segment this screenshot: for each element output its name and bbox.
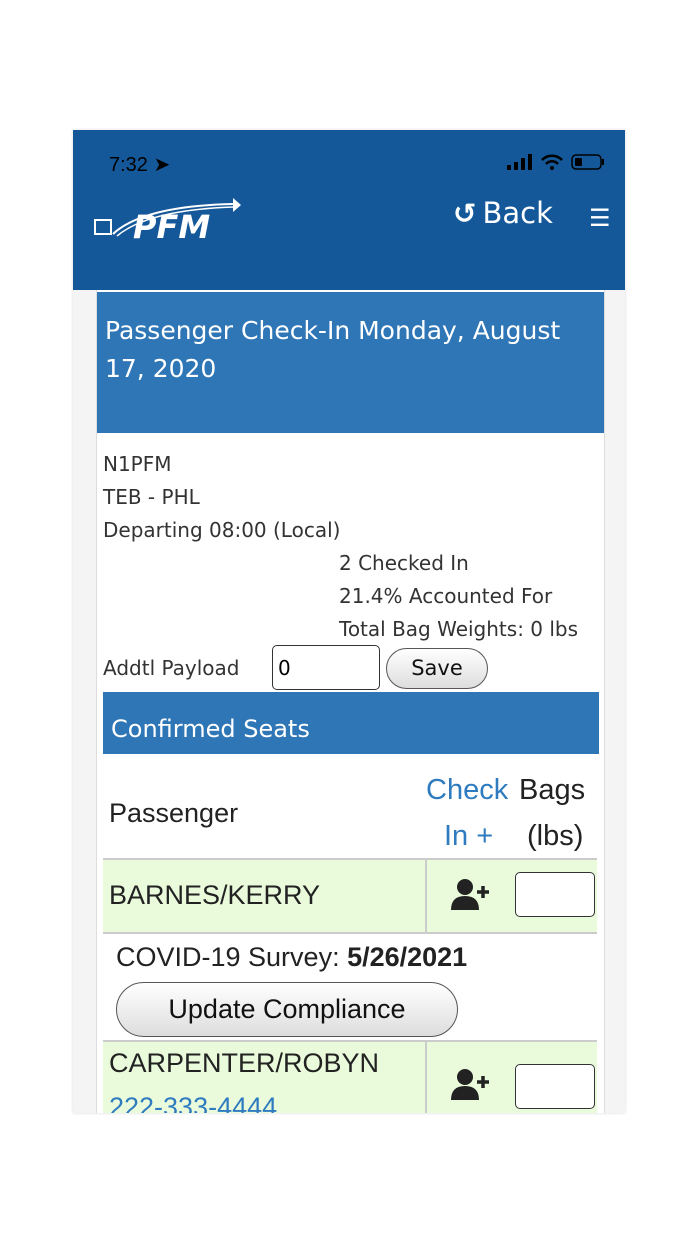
cell-divider (425, 1042, 427, 1113)
back-button[interactable]: ↺ Back (453, 196, 553, 230)
location-icon: ➤ (153, 154, 171, 176)
hamburger-icon: ☰ (589, 204, 611, 232)
wifi-icon (541, 154, 563, 170)
bags-input[interactable] (515, 1064, 595, 1109)
menu-button[interactable]: ☰ (589, 204, 611, 232)
app-header: 7:32 ➤ PFM ↺ Back ☰ (73, 130, 625, 290)
table-row: CARPENTER/ROBYN 222-333-4444 (103, 1040, 597, 1113)
survey-date: 5/26/2021 (347, 942, 468, 972)
tail-number: N1PFM (103, 452, 172, 476)
covid-survey: COVID-19 Survey: 5/26/2021 (116, 942, 467, 973)
total-bag-weights: Total Bag Weights: 0 lbs (339, 617, 579, 641)
cell-divider (425, 860, 427, 932)
column-in-plus[interactable]: In + (444, 820, 494, 852)
passenger-name: CARPENTER/ROBYN (109, 1048, 380, 1078)
status-time: 7:32 ➤ (109, 152, 170, 177)
route: TEB - PHL (103, 485, 200, 509)
column-passenger: Passenger (109, 798, 239, 828)
svg-text:PFM: PFM (133, 208, 210, 244)
confirmed-seats-header: Confirmed Seats (103, 692, 599, 754)
bags-input[interactable] (515, 872, 595, 917)
back-label: Back (482, 196, 553, 230)
column-bags: Bags (519, 774, 586, 806)
time-text: 7:32 (109, 154, 148, 176)
phone-screen: 7:32 ➤ PFM ↺ Back ☰ Passenger Check-In Mo… (73, 130, 625, 1113)
accounted-percent: 21.4% Accounted For (339, 584, 553, 608)
checked-in-count: 2 Checked In (339, 551, 469, 575)
user-plus-icon[interactable] (451, 878, 491, 912)
table-row: BARNES/KERRY (103, 858, 597, 934)
column-lbs: (lbs) (527, 820, 584, 852)
passenger-name: BARNES/KERRY (109, 880, 321, 910)
departing-time: Departing 08:00 (Local) (103, 518, 341, 542)
user-plus-icon[interactable] (451, 1068, 491, 1102)
undo-icon: ↺ (453, 196, 477, 230)
payload-label: Addtl Payload (103, 656, 240, 680)
pfm-logo: PFM (93, 194, 253, 248)
battery-icon (571, 154, 604, 170)
status-icons (507, 154, 605, 170)
page-title: Passenger Check-In Monday, August 17, 20… (97, 292, 604, 433)
save-button[interactable]: Save (386, 648, 488, 689)
column-check[interactable]: Check (426, 774, 509, 806)
signal-icon (507, 154, 532, 170)
payload-input[interactable] (272, 645, 380, 690)
checkin-panel: Passenger Check-In Monday, August 17, 20… (96, 290, 605, 1113)
passenger-phone[interactable]: 222-333-4444 (109, 1092, 278, 1113)
update-compliance-button[interactable]: Update Compliance (116, 982, 458, 1037)
survey-label: COVID-19 Survey: (116, 942, 348, 972)
